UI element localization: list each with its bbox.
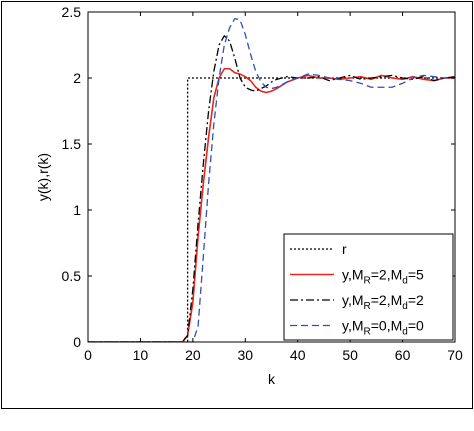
series-line-3	[88, 35, 455, 342]
x-tick-label: 60	[395, 347, 411, 363]
legend-label-3: y,MR=2,Md=2	[342, 292, 424, 312]
y-tick-label: 1	[73, 202, 81, 218]
legend: r y,MR=2,Md=5 y,MR=2,Md=2 y,MR=0,Md=0	[283, 233, 454, 341]
figure-border	[1, 1, 473, 409]
series-line-2	[88, 67, 455, 342]
x-tick-label: 20	[185, 347, 201, 363]
y-tick-label: 0.5	[62, 268, 82, 284]
x-tick-label: 50	[342, 347, 358, 363]
x-tick-label: 70	[447, 347, 463, 363]
legend-label-2: y,MR=2,Md=5	[342, 267, 424, 287]
series-layer	[88, 17, 455, 342]
x-tick-label: 10	[133, 347, 149, 363]
x-axis-label: k	[268, 371, 276, 387]
y-axis-label: y(k),r(k)	[35, 153, 51, 201]
y-tick-label: 1.5	[62, 136, 82, 152]
y-tick-label: 2.5	[62, 4, 82, 20]
x-tick-label: 30	[237, 347, 253, 363]
y-tick-label: 0	[73, 334, 81, 350]
series-line-4	[88, 17, 455, 342]
y-tick-label: 2	[73, 70, 81, 86]
axis-ticks: 0 10 20 30 40 50 60 70 0 0.5 1 1.5 2 2.5	[62, 4, 463, 363]
plot-area	[87, 11, 456, 343]
legend-box	[283, 233, 454, 341]
x-tick-label: 40	[290, 347, 306, 363]
legend-label-1: r	[342, 241, 347, 257]
x-tick-label: 0	[84, 347, 92, 363]
legend-label-4: y,MR=0,Md=0	[342, 318, 424, 338]
